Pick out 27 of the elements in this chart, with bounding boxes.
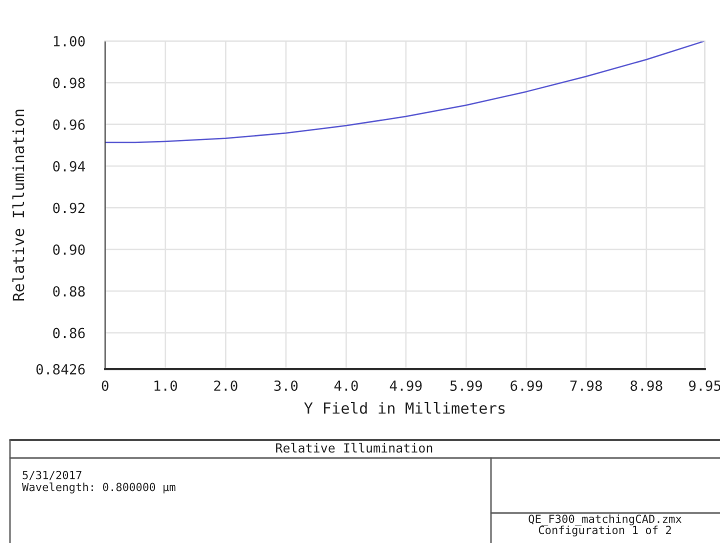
y-tick-label: 0.88 [53,286,85,297]
y-axis-title: Relative Illumination [12,110,24,301]
x-tick-label: 5.99 [450,380,482,391]
text: Configuration 1 of 2 [538,526,671,536]
y-tick-label: 0.86 [53,328,85,338]
x-tick-label: 2.0 [214,380,238,391]
x-tick-label: 0 [102,380,108,391]
x-tick-label: 7.98 [570,380,602,391]
x-tick-label: 4.99 [390,380,422,391]
x-tick-label: 3.0 [274,380,298,391]
x-tick-label: 9.95 [689,380,720,391]
x-tick-label: 6.99 [510,380,542,391]
y-tick-label: 0.98 [53,78,85,88]
y-tick-label: 0.94 [53,161,86,172]
x-axis-title: Y Field in Millimeters [304,402,505,414]
text: 5/31/2017 [22,470,82,480]
y-tick-label: 1.00 [54,36,85,47]
text: Wavelength: 0.800000 µm [22,482,176,494]
y-tick-label: 0.8426 [36,364,85,375]
y-tick-label: 0.96 [53,119,85,130]
x-tick-label: 1.0 [154,380,178,391]
text: Relative Illumination [276,442,432,453]
text: QE_F300_matchingCAD.zmx [528,514,682,526]
x-tick-label: 4.0 [334,380,358,391]
x-tick-label: 8.98 [630,380,662,391]
y-tick-label: 0.92 [53,202,84,214]
y-tick-label: 0.90 [53,244,85,255]
